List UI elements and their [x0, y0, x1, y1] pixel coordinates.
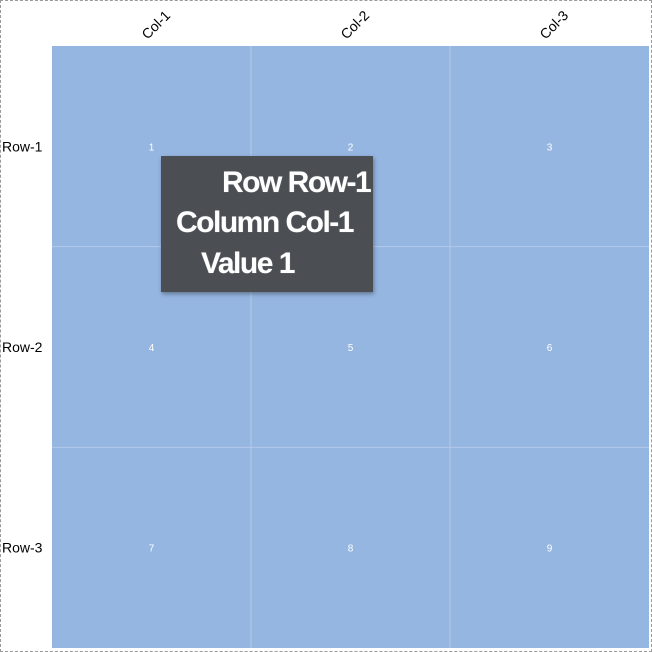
hover-tooltip: Row Row-1 Column Col-1 Value 1	[161, 156, 373, 292]
tooltip-row-text: Row Row-1	[222, 166, 372, 199]
row-label: Row-1	[2, 138, 43, 154]
row-label: Row-3	[2, 540, 43, 556]
heatmap-cell[interactable]	[52, 447, 251, 648]
cell-value-label: 9	[547, 544, 553, 555]
tooltip-column-text: Column Col-1	[176, 206, 355, 239]
cell-value-label: 5	[348, 343, 354, 354]
tooltip-value-text: Value 1	[201, 247, 295, 280]
column-label: Col-1	[138, 7, 173, 42]
row-label: Row-2	[2, 339, 43, 355]
column-label: Col-2	[337, 7, 372, 42]
cell-value-label: 2	[348, 142, 354, 153]
cell-value-label: 7	[149, 544, 155, 555]
heatmap-cell[interactable]	[450, 46, 649, 247]
heatmap-cell[interactable]	[450, 246, 649, 448]
cell-value-label: 8	[348, 544, 354, 555]
cell-value-label: 1	[149, 142, 155, 153]
cell-value-label: 6	[547, 343, 553, 354]
cell-value-label: 3	[547, 142, 553, 153]
cell-value-label: 4	[149, 343, 155, 354]
heatmap-cell[interactable]	[450, 447, 649, 648]
heatmap-cell[interactable]	[251, 447, 450, 648]
column-label: Col-3	[536, 7, 571, 42]
